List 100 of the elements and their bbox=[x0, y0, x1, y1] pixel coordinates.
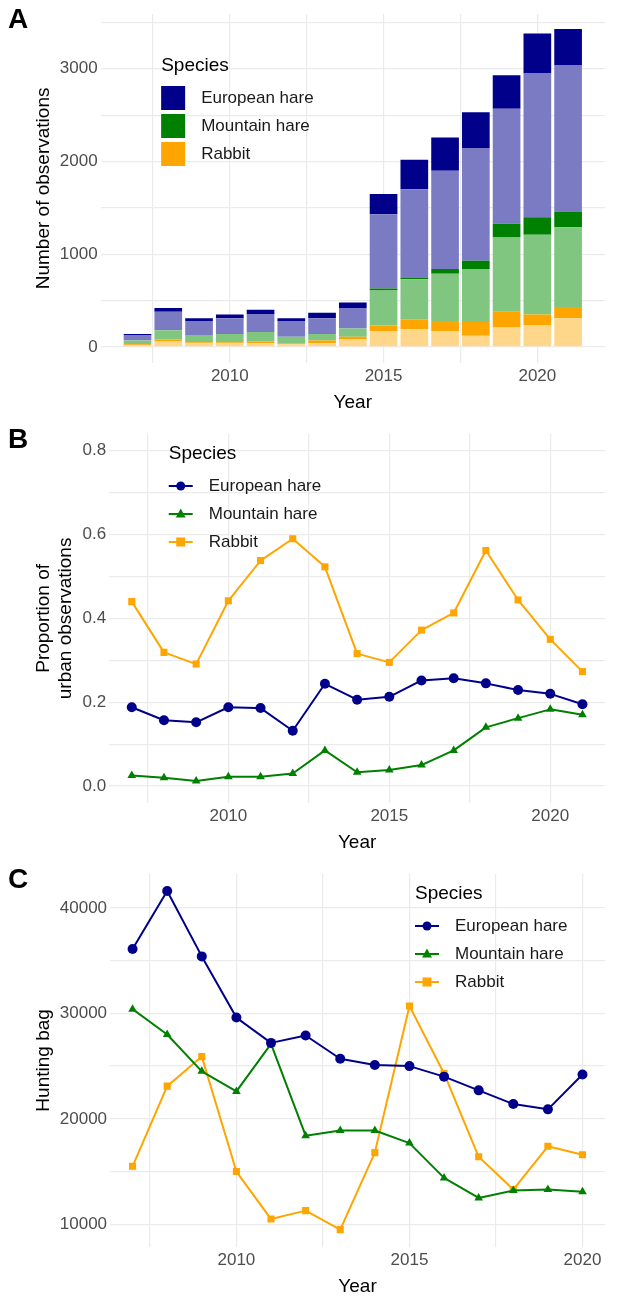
x-axis-title: Year bbox=[333, 390, 373, 412]
point bbox=[191, 717, 202, 728]
point bbox=[481, 722, 491, 730]
bar bbox=[461, 321, 490, 336]
point bbox=[578, 709, 587, 718]
point bbox=[158, 715, 169, 726]
bar bbox=[523, 234, 552, 315]
bar bbox=[338, 302, 367, 308]
bar bbox=[185, 320, 213, 335]
bar bbox=[523, 325, 552, 347]
point bbox=[127, 944, 138, 954]
y-axis-title: Proportion of urban observations bbox=[31, 537, 76, 700]
point bbox=[369, 1060, 380, 1071]
bar bbox=[554, 227, 582, 308]
chart-title: C bbox=[8, 862, 29, 894]
point bbox=[578, 668, 586, 676]
bar bbox=[277, 318, 306, 321]
bar bbox=[554, 318, 582, 347]
point bbox=[577, 1069, 588, 1080]
point bbox=[353, 650, 361, 658]
point bbox=[514, 596, 522, 604]
chart-title: B bbox=[8, 422, 29, 454]
point bbox=[335, 1125, 345, 1133]
point bbox=[450, 609, 458, 617]
point bbox=[223, 702, 234, 713]
point bbox=[301, 1130, 310, 1139]
bar bbox=[461, 148, 490, 261]
point bbox=[232, 1086, 241, 1094]
legend-label: Mountain hare bbox=[201, 115, 310, 135]
bar bbox=[492, 223, 521, 238]
bar bbox=[154, 330, 183, 340]
point bbox=[352, 694, 363, 705]
bar bbox=[523, 217, 552, 235]
bar bbox=[246, 314, 275, 333]
bar bbox=[185, 318, 213, 321]
point bbox=[289, 535, 297, 543]
point bbox=[255, 703, 266, 714]
point bbox=[513, 713, 523, 721]
bar bbox=[492, 311, 521, 328]
point bbox=[439, 1172, 449, 1181]
point bbox=[320, 745, 330, 753]
bar bbox=[400, 279, 429, 320]
point bbox=[578, 1151, 587, 1159]
bar bbox=[554, 211, 582, 228]
bar bbox=[338, 308, 367, 329]
point bbox=[578, 1186, 587, 1195]
bar bbox=[277, 320, 306, 337]
point bbox=[224, 771, 233, 780]
bar bbox=[369, 290, 398, 326]
point bbox=[126, 702, 137, 713]
x-tick-label: 2020 bbox=[531, 805, 570, 825]
bar bbox=[431, 137, 459, 171]
point bbox=[417, 626, 426, 634]
bar bbox=[431, 269, 459, 274]
bar bbox=[338, 336, 367, 340]
point bbox=[405, 1138, 414, 1146]
x-tick-label: 2015 bbox=[390, 1249, 429, 1269]
point bbox=[196, 951, 207, 962]
bar bbox=[400, 329, 429, 347]
legend-label: European hare bbox=[208, 475, 322, 495]
y-tick-label: 3000 bbox=[59, 58, 98, 78]
point bbox=[474, 1192, 483, 1201]
x-tick-label: 2010 bbox=[210, 365, 249, 385]
bar bbox=[554, 65, 582, 212]
x-tick-label: 2010 bbox=[217, 1249, 256, 1269]
point bbox=[335, 1053, 346, 1064]
point bbox=[482, 546, 490, 555]
point bbox=[384, 765, 394, 773]
x-tick-label: 2010 bbox=[209, 805, 248, 825]
y-axis-title: Number of observations bbox=[31, 87, 53, 290]
point bbox=[160, 648, 168, 656]
point bbox=[508, 1099, 519, 1110]
x-tick-label: 2020 bbox=[518, 365, 557, 385]
point bbox=[352, 767, 362, 775]
legend-label: Rabbit bbox=[201, 143, 251, 163]
bar bbox=[369, 214, 398, 289]
point bbox=[385, 658, 393, 666]
legend-label: Mountain hare bbox=[208, 503, 318, 523]
point bbox=[384, 691, 395, 702]
bar bbox=[215, 314, 244, 319]
y-tick-label: 40000 bbox=[59, 897, 108, 917]
point bbox=[257, 557, 265, 565]
legend-title: Species bbox=[415, 882, 483, 904]
point bbox=[129, 1162, 137, 1170]
y-tick-label: 0.4 bbox=[82, 608, 107, 628]
bar bbox=[123, 340, 152, 345]
bar bbox=[154, 308, 183, 312]
bar bbox=[431, 273, 459, 321]
bar bbox=[308, 318, 336, 334]
x-axis-title: Year bbox=[338, 1274, 378, 1296]
y-tick-label: 30000 bbox=[59, 1003, 108, 1023]
bar bbox=[308, 333, 336, 341]
point bbox=[287, 725, 298, 736]
bar bbox=[215, 318, 244, 334]
point bbox=[545, 704, 555, 712]
point bbox=[288, 768, 298, 776]
bar bbox=[554, 28, 582, 66]
chart-title: A bbox=[8, 2, 29, 34]
legend-label: Mountain hare bbox=[455, 943, 564, 963]
point bbox=[319, 678, 330, 689]
